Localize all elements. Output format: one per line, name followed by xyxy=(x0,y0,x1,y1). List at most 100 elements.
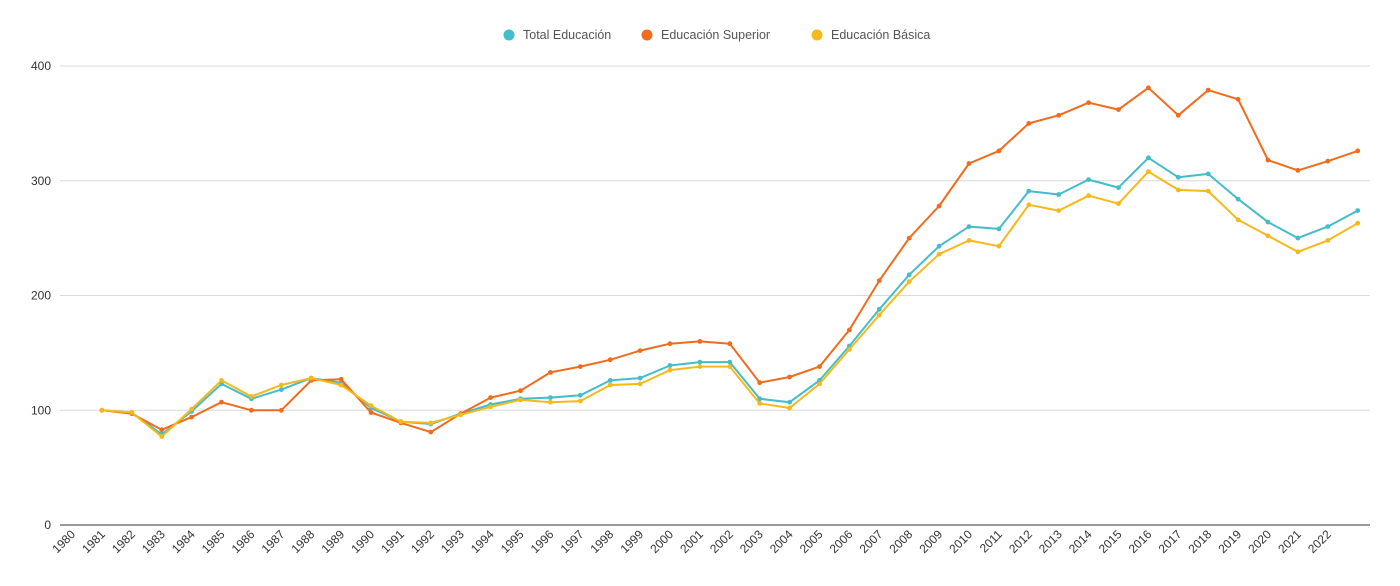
chart-legend[interactable]: Total Educación Educación Superior Educaci… xyxy=(503,28,931,42)
data-point[interactable] xyxy=(189,406,195,412)
data-point[interactable] xyxy=(1355,220,1361,226)
data-point[interactable] xyxy=(1205,171,1211,177)
data-point[interactable] xyxy=(1205,188,1211,194)
data-point[interactable] xyxy=(817,364,822,369)
data-point[interactable] xyxy=(1146,85,1151,91)
data-point[interactable] xyxy=(1205,87,1211,93)
data-point[interactable] xyxy=(727,359,733,365)
data-point[interactable] xyxy=(1026,188,1032,194)
data-point[interactable] xyxy=(966,224,972,230)
data-point[interactable] xyxy=(996,148,1002,154)
data-point[interactable] xyxy=(936,251,942,257)
data-point[interactable] xyxy=(697,364,703,369)
data-point[interactable] xyxy=(249,407,254,413)
data-point[interactable] xyxy=(1295,249,1301,255)
data-point[interactable] xyxy=(607,378,613,383)
data-point[interactable] xyxy=(1116,201,1121,207)
data-point[interactable] xyxy=(996,243,1002,249)
data-point[interactable] xyxy=(428,429,434,435)
data-point[interactable] xyxy=(1026,121,1032,126)
data-point[interactable] xyxy=(936,203,942,209)
data-point[interactable] xyxy=(876,306,882,312)
data-point[interactable] xyxy=(1235,196,1241,202)
data-point[interactable] xyxy=(1325,224,1331,230)
data-point[interactable] xyxy=(1325,238,1331,243)
data-point[interactable] xyxy=(787,374,792,380)
legend-item[interactable]: Total Educación xyxy=(503,28,612,42)
data-point[interactable] xyxy=(1116,185,1121,191)
data-point[interactable] xyxy=(548,399,553,405)
data-point[interactable] xyxy=(637,348,643,353)
data-point[interactable] xyxy=(1235,96,1241,102)
data-point[interactable] xyxy=(219,378,224,383)
data-point[interactable] xyxy=(338,376,344,382)
data-point[interactable] xyxy=(847,347,852,352)
data-point[interactable] xyxy=(159,434,165,439)
data-point[interactable] xyxy=(607,382,613,388)
data-point[interactable] xyxy=(548,395,553,400)
data-point[interactable] xyxy=(99,407,105,413)
data-point[interactable] xyxy=(1325,158,1331,164)
data-point[interactable] xyxy=(1056,192,1062,197)
data-point[interactable] xyxy=(1026,202,1032,208)
data-point[interactable] xyxy=(1355,148,1361,154)
data-point[interactable] xyxy=(637,381,643,387)
data-point[interactable] xyxy=(847,327,852,333)
data-point[interactable] xyxy=(338,382,344,388)
legend-item[interactable]: Educación Básica xyxy=(811,28,931,42)
data-point[interactable] xyxy=(1086,193,1091,199)
data-point[interactable] xyxy=(488,395,493,400)
data-point[interactable] xyxy=(1265,219,1271,225)
data-point[interactable] xyxy=(518,397,523,403)
data-point[interactable] xyxy=(577,364,583,369)
data-point[interactable] xyxy=(249,394,254,399)
data-point[interactable] xyxy=(906,272,912,278)
data-point[interactable] xyxy=(637,375,643,381)
data-point[interactable] xyxy=(1175,112,1181,118)
data-point[interactable] xyxy=(996,226,1002,232)
data-point[interactable] xyxy=(757,396,763,402)
data-point[interactable] xyxy=(697,339,703,344)
data-point[interactable] xyxy=(1295,235,1301,241)
data-point[interactable] xyxy=(189,414,195,420)
data-point[interactable] xyxy=(518,388,523,394)
data-point[interactable] xyxy=(876,312,882,318)
data-point[interactable] xyxy=(607,357,613,363)
data-point[interactable] xyxy=(488,404,493,410)
data-point[interactable] xyxy=(697,359,703,365)
data-point[interactable] xyxy=(727,341,733,347)
data-point[interactable] xyxy=(966,238,972,243)
data-point[interactable] xyxy=(219,399,224,405)
data-point[interactable] xyxy=(757,401,763,406)
data-point[interactable] xyxy=(1086,100,1091,106)
data-point[interactable] xyxy=(1146,155,1151,161)
data-point[interactable] xyxy=(159,427,165,433)
data-point[interactable] xyxy=(876,278,882,283)
data-point[interactable] xyxy=(787,405,792,411)
data-point[interactable] xyxy=(1265,233,1271,239)
data-point[interactable] xyxy=(368,410,374,415)
data-point[interactable] xyxy=(1355,208,1361,214)
data-point[interactable] xyxy=(667,363,673,368)
data-point[interactable] xyxy=(1056,208,1062,214)
data-point[interactable] xyxy=(667,341,673,347)
data-point[interactable] xyxy=(1175,174,1181,180)
data-point[interactable] xyxy=(398,419,404,425)
data-point[interactable] xyxy=(1235,217,1241,223)
data-point[interactable] xyxy=(1265,157,1271,163)
data-point[interactable] xyxy=(1056,112,1062,118)
data-point[interactable] xyxy=(817,381,822,387)
data-point[interactable] xyxy=(1175,187,1181,193)
data-point[interactable] xyxy=(906,279,912,285)
legend-item[interactable]: Educación Superior xyxy=(641,28,771,42)
data-point[interactable] xyxy=(577,398,583,404)
data-point[interactable] xyxy=(428,420,434,426)
data-point[interactable] xyxy=(308,375,314,381)
data-point[interactable] xyxy=(1116,107,1121,112)
data-point[interactable] xyxy=(368,403,374,409)
data-point[interactable] xyxy=(757,380,763,386)
data-point[interactable] xyxy=(787,399,792,405)
data-point[interactable] xyxy=(906,235,912,241)
data-point[interactable] xyxy=(278,387,284,392)
data-point[interactable] xyxy=(936,243,942,249)
